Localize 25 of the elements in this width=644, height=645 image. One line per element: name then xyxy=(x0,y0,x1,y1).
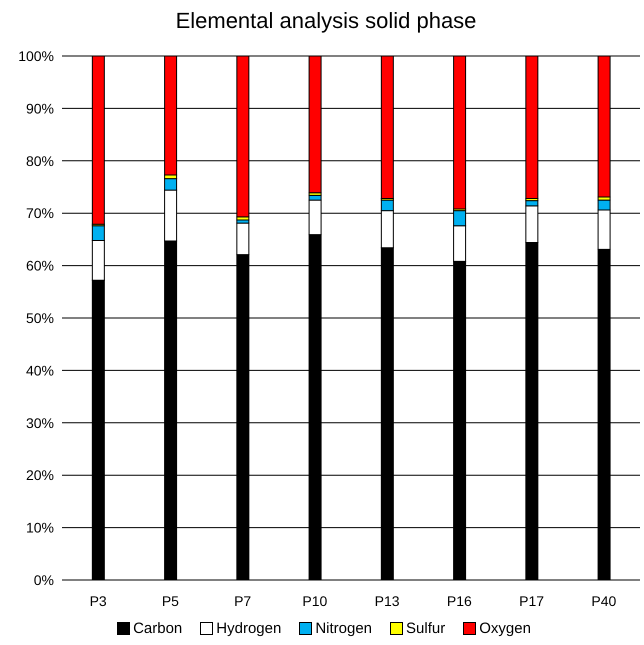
y-tick-label: 50% xyxy=(26,310,54,326)
x-tick-label: P17 xyxy=(519,592,544,609)
y-tick-label: 30% xyxy=(26,414,54,431)
legend-label: Oxygen xyxy=(479,620,531,637)
y-tick-label: 80% xyxy=(26,152,54,169)
x-tick-label: P5 xyxy=(162,592,180,609)
x-tick-label: P3 xyxy=(90,592,107,609)
y-tick-label: 20% xyxy=(26,467,54,484)
legend-label: Nitrogen xyxy=(315,620,372,637)
x-tick-label: P40 xyxy=(591,592,617,609)
chart-title: Elemental analysis solid phase xyxy=(174,8,478,35)
legend-label: Carbon xyxy=(133,620,182,637)
y-tick-label: 0% xyxy=(34,572,54,588)
legend-label: Hydrogen xyxy=(216,620,282,637)
legend-label: Sulfur xyxy=(406,620,446,637)
x-tick-label: P7 xyxy=(234,592,252,609)
y-tick-label: 70% xyxy=(26,205,54,222)
y-tick-label: 10% xyxy=(26,520,54,536)
y-tick-label: 90% xyxy=(26,100,54,116)
x-tick-label: P13 xyxy=(374,592,400,609)
x-tick-label: P10 xyxy=(302,592,328,609)
x-tick-label: P16 xyxy=(446,592,472,609)
y-tick-label: 100% xyxy=(18,48,54,64)
y-tick-label: 40% xyxy=(26,362,54,378)
y-tick-label: 60% xyxy=(26,258,54,274)
